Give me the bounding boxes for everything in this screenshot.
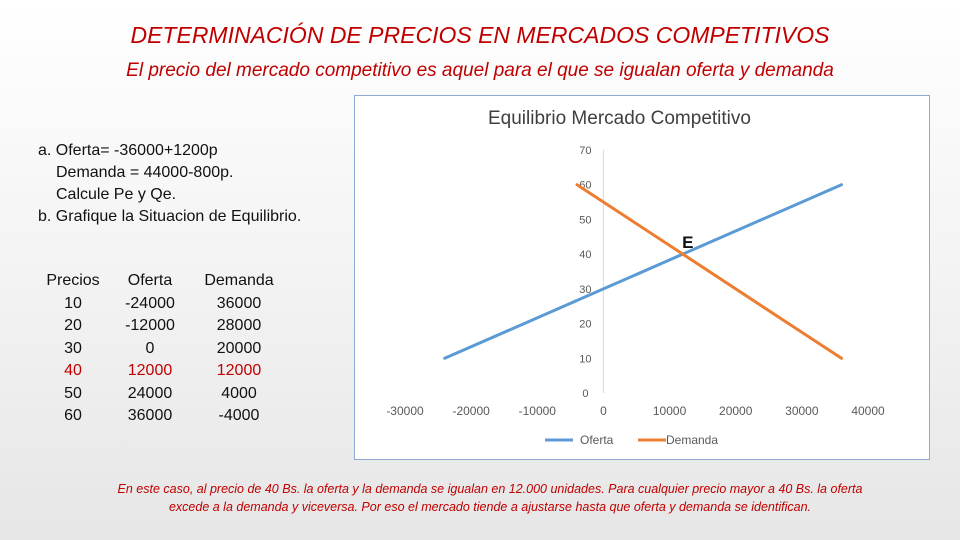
x-tick-label: -30000 [386,404,424,418]
table-cell-demanda: 36000 [216,294,262,312]
chart-frame [354,95,930,460]
column-header-demanda: Demanda [204,272,274,289]
table-cell-precio: 40 [64,362,82,379]
equilibrium-label: E [682,233,693,252]
table-cell-oferta: 12000 [127,362,173,379]
series-line-demanda [575,183,843,360]
table-cell-demanda: 4000 [221,384,257,402]
column-precios: Precios 10 20 30 40 50 60 [40,270,106,428]
table-cell-oferta: -24000 [125,294,175,312]
y-tick-label: 70 [579,145,591,157]
table-cell-demanda: 20000 [216,339,262,357]
footer-note: En este caso, al precio de 40 Bs. la ofe… [40,480,940,516]
x-tick-label: -10000 [519,404,557,418]
chart-title: Equilibrio Mercado Competitivo [488,108,751,129]
table-cell-oferta: -12000 [125,317,175,334]
table-cell-oferta: 36000 [127,407,173,424]
y-tick-label: 50 [579,214,591,226]
series-line-oferta [443,183,843,360]
x-tick-label: -20000 [452,404,490,418]
column-header-oferta: Oferta [127,272,173,289]
column-demanda: Demanda 36000 28000 20000 12000 4000 -4000 [198,270,280,428]
problem-a-line1: a. Oferta= -36000+1200p [38,142,218,159]
legend-label-oferta: Oferta [580,433,614,447]
footer-line2: excede a la demanda y viceversa. Por eso… [168,500,812,514]
problem-a-line3: Calcule Pe y Qe. [56,186,177,203]
slide-title: DETERMINACIÓN DE PRECIOS EN MERCADOS COM… [130,22,830,48]
table-cell-oferta: 24000 [127,384,173,402]
problem-statement: a. Oferta= -36000+1200p Demanda = 44000-… [38,140,301,228]
y-tick-label: 0 [582,388,588,400]
x-tick-label: 10000 [653,404,687,418]
table-cell-demanda: 12000 [216,362,262,379]
table-cell-precio: 50 [64,384,82,402]
problem-b-line: b. Grafique la Situacion de Equilibrio. [38,208,302,225]
x-tick-label: 20000 [719,404,753,418]
x-tick-label: 40000 [851,404,885,418]
table-cell-demanda: 28000 [216,317,262,334]
y-tick-label: 20 [579,319,591,331]
y-tick-label: 40 [579,249,591,261]
x-tick-label: 30000 [785,404,819,418]
x-tick-label: 0 [600,404,607,418]
table-cell-precio: 60 [64,407,82,424]
column-oferta: Oferta -24000 -12000 0 12000 24000 36000 [115,270,185,428]
table-cell-precio: 20 [64,317,82,334]
column-header-precios: Precios [46,272,100,289]
table-cell-demanda: -4000 [218,407,260,424]
problem-a-line2: Demanda = 44000-800p. [56,164,234,181]
footer-line1: En este caso, al precio de 40 Bs. la ofe… [117,482,863,496]
slide-subtitle: El precio del mercado competitivo es aqu… [126,60,834,81]
table-cell-precio: 30 [64,339,82,357]
legend-label-demanda: Demanda [666,433,718,447]
y-tick-label: 10 [579,353,591,365]
table-cell-precio: 10 [64,294,82,312]
table-cell-oferta: 0 [145,339,155,357]
y-tick-label: 30 [579,284,591,296]
